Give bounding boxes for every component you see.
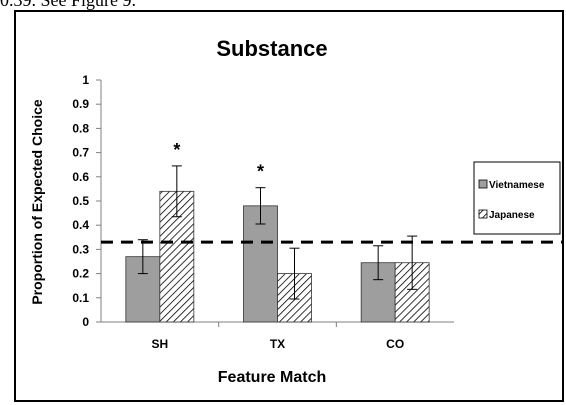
legend-label-vietnamese: Vietnamese	[489, 180, 545, 191]
caption-fragment: 0.39. See Figure 9.	[0, 0, 136, 10]
significance-asterisk: *	[173, 140, 180, 160]
y-tick-label: 0.8	[72, 121, 89, 135]
y-tick-label: 1	[82, 73, 89, 87]
y-tick-label: 0.5	[72, 194, 89, 208]
y-ticks: 0 0.1 0.2 0.3 0.4 0.5 0.6 0.7 0.8 0.9 1	[72, 73, 101, 329]
x-axis-label: Feature Match	[218, 369, 326, 386]
bars	[125, 190, 430, 323]
y-tick-label: 0.4	[72, 218, 89, 232]
legend-label-japanese: Japanese	[489, 210, 535, 221]
chart-svg: Substance Proportion of Expected Choice …	[29, 36, 562, 386]
x-tick-label: TX	[270, 337, 285, 351]
y-tick-label: 0.7	[72, 146, 89, 160]
x-tick-label: CO	[386, 337, 404, 351]
legend: Vietnamese Japanese	[473, 161, 561, 235]
significance-markers: **	[173, 140, 264, 182]
bar-vietnamese-tx	[243, 205, 278, 323]
chart-title: Substance	[216, 36, 327, 61]
y-tick-label: 0.3	[72, 242, 89, 256]
y-tick-label: 0.9	[72, 97, 89, 111]
y-tick-label: 0	[82, 315, 89, 329]
y-tick-label: 0.2	[72, 267, 89, 281]
x-ticks: SH TX CO	[151, 322, 404, 351]
legend-box	[473, 161, 561, 235]
error-bars	[137, 165, 418, 300]
legend-swatch-vietnamese	[478, 179, 488, 189]
significance-asterisk: *	[257, 162, 264, 182]
y-axis-label: Proportion of Expected Choice	[29, 99, 45, 305]
chart-frame: Substance Proportion of Expected Choice …	[14, 10, 564, 402]
y-tick-label: 0.1	[72, 291, 89, 305]
x-tick-label: SH	[151, 337, 168, 351]
legend-swatch-japanese	[478, 209, 488, 219]
y-tick-label: 0.6	[72, 170, 89, 184]
